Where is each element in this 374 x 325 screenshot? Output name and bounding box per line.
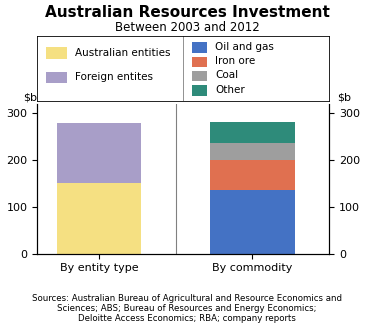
- FancyBboxPatch shape: [46, 47, 67, 59]
- Bar: [210, 190, 295, 254]
- Text: $b: $b: [23, 92, 37, 102]
- Bar: [56, 183, 141, 254]
- FancyBboxPatch shape: [192, 57, 206, 67]
- Text: Iron ore: Iron ore: [215, 56, 255, 66]
- Bar: [210, 143, 295, 160]
- Text: Australian entities: Australian entities: [75, 48, 171, 58]
- FancyBboxPatch shape: [46, 72, 67, 83]
- FancyBboxPatch shape: [192, 42, 206, 53]
- Text: Other: Other: [215, 85, 245, 95]
- Text: Foreign entites: Foreign entites: [75, 72, 153, 82]
- Bar: [210, 160, 295, 190]
- FancyBboxPatch shape: [192, 85, 206, 96]
- Text: Australian Resources Investment: Australian Resources Investment: [45, 5, 329, 20]
- Text: Between 2003 and 2012: Between 2003 and 2012: [114, 21, 260, 34]
- Bar: [56, 123, 141, 183]
- Bar: [210, 122, 295, 143]
- FancyBboxPatch shape: [192, 71, 206, 81]
- Text: Sources: Australian Bureau of Agricultural and Resource Economics and
Sciences; : Sources: Australian Bureau of Agricultur…: [32, 293, 342, 323]
- Text: Coal: Coal: [215, 71, 239, 80]
- Text: Oil and gas: Oil and gas: [215, 42, 274, 52]
- Text: $b: $b: [337, 92, 351, 102]
